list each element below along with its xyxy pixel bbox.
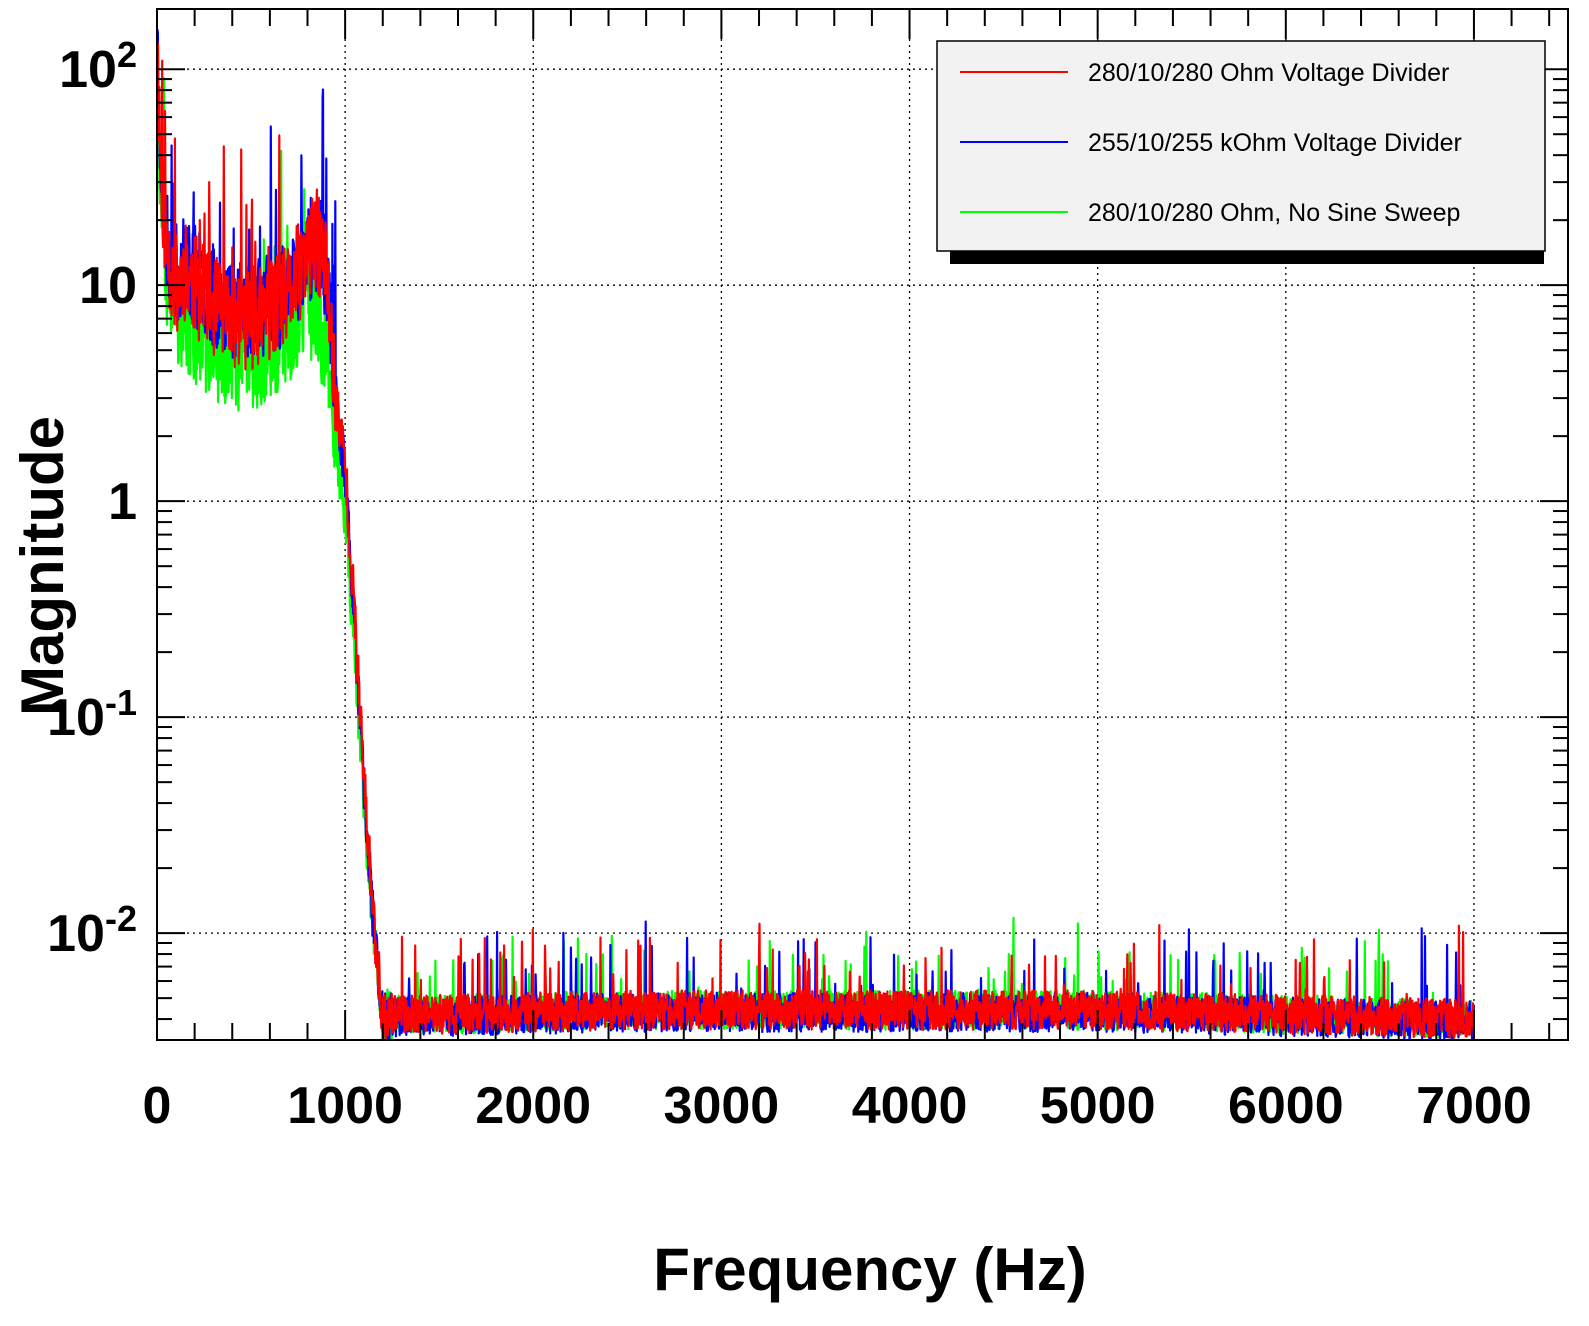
x-tick-label: 1000 xyxy=(287,1077,403,1135)
y-tick-label: 10 xyxy=(79,257,137,315)
grid xyxy=(157,9,1568,1040)
x-tick-label: 2000 xyxy=(475,1077,591,1135)
y-tick-exponent: -2 xyxy=(105,898,137,939)
series-lines xyxy=(157,28,1475,1040)
y-tick-base: 10 xyxy=(59,41,117,99)
tick-labels: 0 1000 2000 3000 4000 5000 6000 700010-210-1110… xyxy=(47,34,1532,1135)
y-tick-base: 10 xyxy=(47,905,105,963)
x-tick-label: 3000 xyxy=(664,1077,780,1135)
y-tick-label: 10-1 xyxy=(47,682,137,747)
y-tick-label: 10-2 xyxy=(47,898,137,963)
legend-label-1: 280/10/280 Ohm Voltage Divider xyxy=(1088,59,1449,87)
y-tick-exponent: 2 xyxy=(117,34,137,75)
x-tick-label: 4000 xyxy=(852,1077,968,1135)
x-axis-title: Frequency (Hz) xyxy=(653,1236,1086,1303)
x-tick-label: 0 xyxy=(143,1077,172,1135)
legend-label-2: 255/10/255 kOhm Voltage Divider xyxy=(1088,129,1462,157)
y-tick-base: 10 xyxy=(47,689,105,747)
y-axis-title: Magnitude xyxy=(9,416,76,716)
legend: 280/10/280 Ohm Voltage Divider 255/10/255… xyxy=(936,40,1546,264)
y-tick-label: 1 xyxy=(108,473,137,531)
x-tick-label: 7000 xyxy=(1416,1077,1532,1135)
y-tick-exponent: -1 xyxy=(105,682,137,723)
x-tick-label: 5000 xyxy=(1040,1077,1156,1135)
legend-label-3: 280/10/280 Ohm, No Sine Sweep xyxy=(1088,199,1460,227)
y-tick-label: 102 xyxy=(59,34,137,99)
axis-ticks xyxy=(156,9,1568,1040)
plot-border xyxy=(156,8,1569,1041)
legend-box xyxy=(936,40,1546,252)
series-line-1 xyxy=(157,42,1475,1040)
plot-frame xyxy=(156,8,1569,1041)
x-tick-label: 6000 xyxy=(1228,1077,1344,1135)
